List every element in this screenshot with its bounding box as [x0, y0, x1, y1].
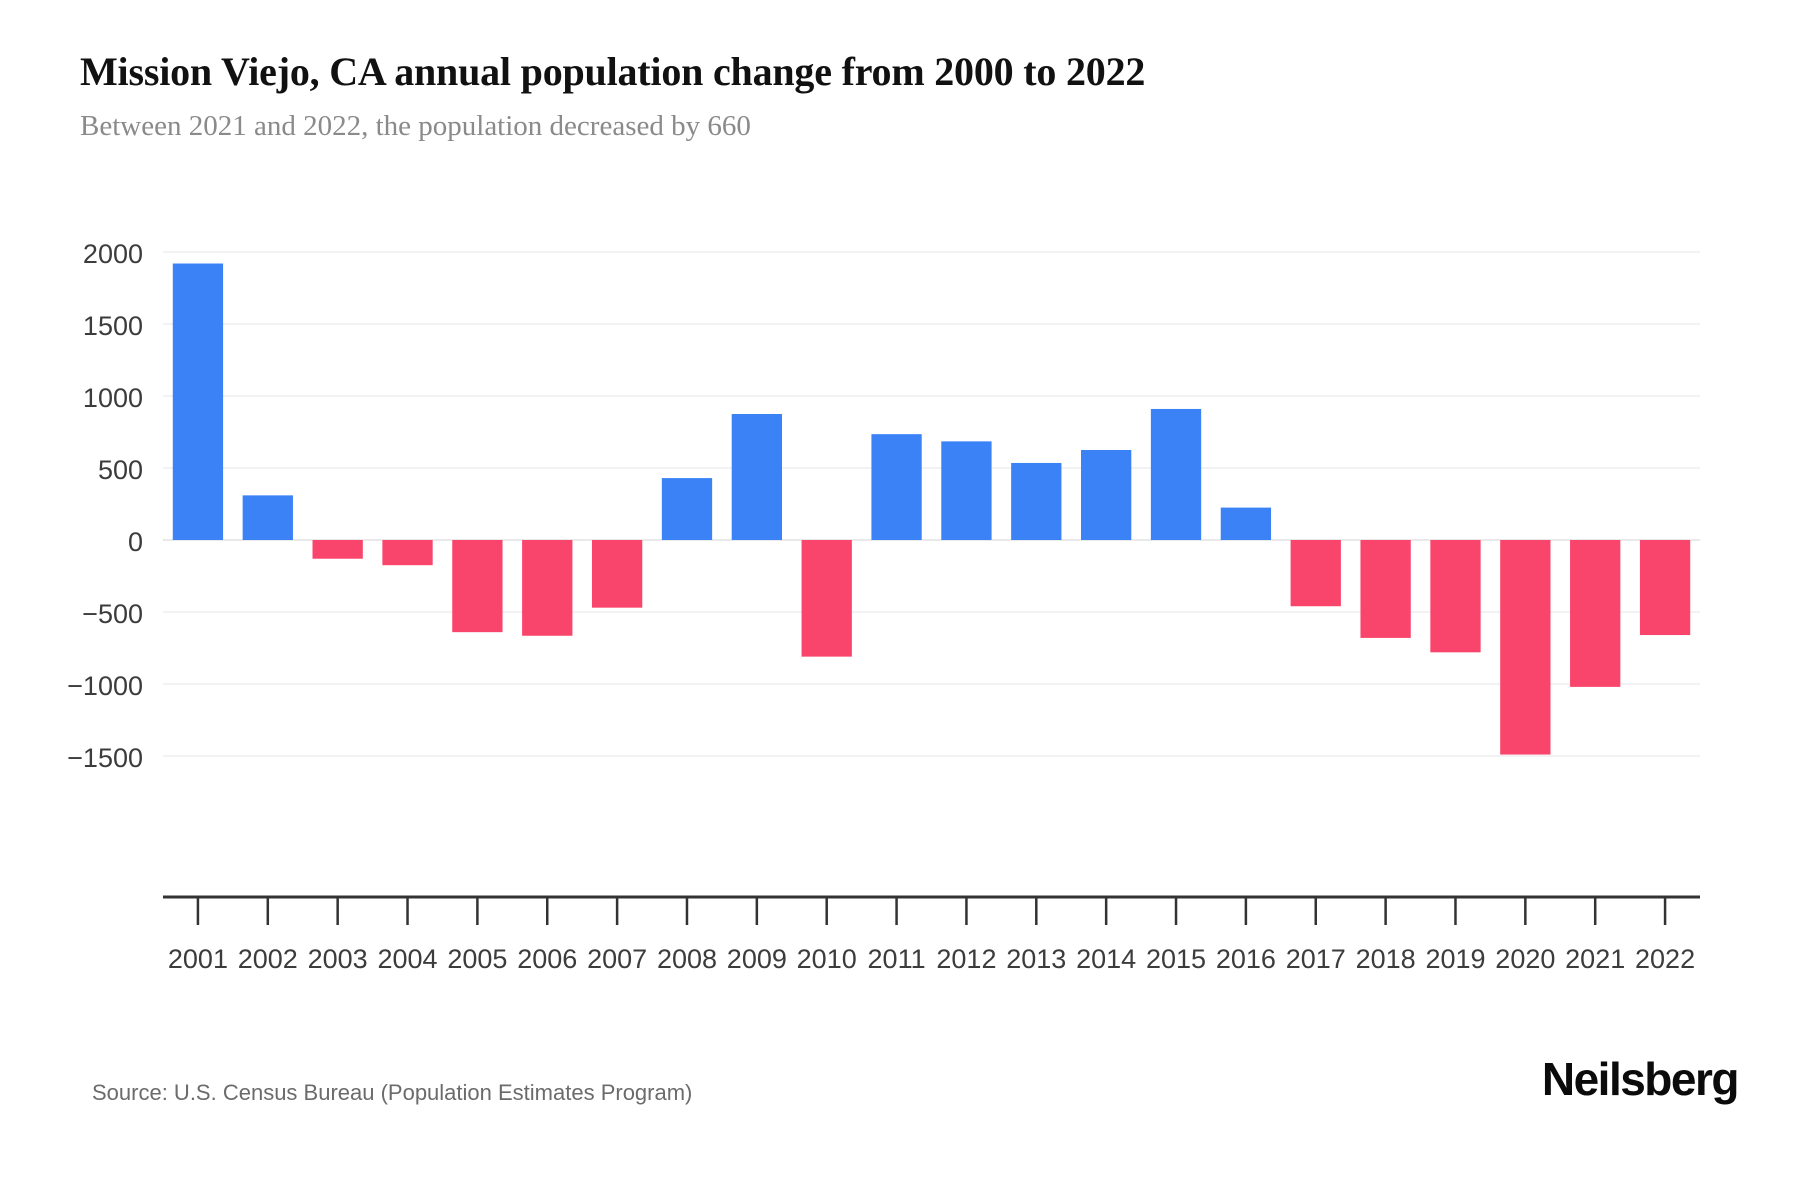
bar[interactable]: [801, 540, 852, 657]
x-axis-ticks: 2001 2002 2003 2004 2005 2006 2007 2008 2009 2010…: [168, 897, 1695, 974]
bar[interactable]: [312, 540, 363, 559]
bar[interactable]: [1430, 540, 1481, 653]
chart-header: Mission Viejo, CA annual population chan…: [80, 48, 1720, 144]
bar[interactable]: [1360, 540, 1411, 638]
x-axis-tick-label: 2001: [168, 944, 228, 974]
bar[interactable]: [1150, 408, 1202, 540]
x-axis-tick-label: 2017: [1286, 944, 1346, 974]
bar[interactable]: [522, 540, 573, 636]
bar[interactable]: [1081, 450, 1132, 540]
x-axis-tick-label: 2011: [868, 944, 926, 974]
x-axis-tick-label: 2013: [1006, 944, 1066, 974]
bar[interactable]: [172, 263, 224, 540]
bar[interactable]: [941, 441, 992, 540]
x-axis-tick-label: 2009: [727, 944, 787, 974]
bar-series: [172, 263, 1691, 755]
x-axis-tick-label: 2022: [1635, 944, 1695, 974]
source-note: Source: U.S. Census Bureau (Population E…: [92, 1080, 693, 1105]
y-axis-tick-label: 2000: [83, 239, 143, 269]
bar[interactable]: [731, 414, 782, 540]
x-axis-tick-label: 2019: [1425, 944, 1485, 974]
y-axis-tick-label: 0: [128, 527, 143, 557]
x-axis-tick-label: 2014: [1076, 944, 1136, 974]
bar[interactable]: [452, 540, 503, 633]
x-axis-tick-label: 2004: [377, 944, 437, 974]
bar[interactable]: [1639, 540, 1691, 636]
bar[interactable]: [242, 495, 293, 540]
bar[interactable]: [871, 434, 922, 540]
bar[interactable]: [1011, 462, 1062, 540]
x-axis-tick-label: 2007: [587, 944, 647, 974]
y-axis-tick-label: −1000: [67, 671, 143, 701]
y-axis-tick-label: 1000: [83, 383, 143, 413]
y-axis-tick-label: 1500: [83, 311, 143, 341]
x-axis-tick-label: 2018: [1356, 944, 1416, 974]
x-axis-tick-label: 2015: [1146, 944, 1206, 974]
x-axis-tick-label: 2005: [447, 944, 507, 974]
x-axis-tick-label: 2002: [238, 944, 298, 974]
x-axis-tick-label: 2010: [797, 944, 857, 974]
x-axis-tick-label: 2003: [308, 944, 368, 974]
y-axis-tick-label: 500: [98, 455, 143, 485]
chart-subtitle: Between 2021 and 2022, the population de…: [80, 110, 751, 143]
x-axis-tick-label: 2016: [1216, 944, 1276, 974]
bar[interactable]: [1220, 507, 1272, 540]
y-axis-tick-label: −500: [82, 599, 143, 629]
brand-logo: Neilsberg: [1541, 1053, 1740, 1105]
x-axis-tick-label: 2012: [936, 944, 996, 974]
x-axis-tick-label: 2020: [1495, 944, 1555, 974]
bar[interactable]: [382, 540, 433, 566]
page-title: Mission Viejo, CA annual population chan…: [80, 49, 1146, 94]
bar[interactable]: [1290, 540, 1341, 607]
x-axis-tick-label: 2008: [657, 944, 717, 974]
bar[interactable]: [1570, 540, 1621, 687]
x-axis-tick-label: 2006: [517, 944, 577, 974]
chart-footer: Source: U.S. Census Bureau (Population E…: [0, 1053, 1800, 1140]
bar[interactable]: [591, 540, 643, 608]
x-axis-tick-label: 2021: [1565, 944, 1625, 974]
y-axis-tick-label: −1500: [67, 743, 143, 773]
bar[interactable]: [1500, 540, 1551, 755]
bar[interactable]: [661, 478, 713, 540]
